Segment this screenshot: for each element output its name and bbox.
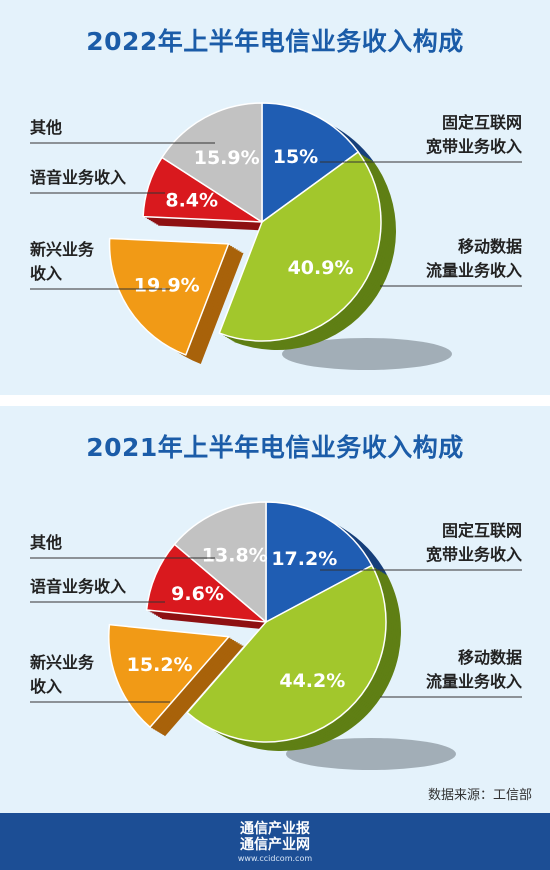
legend-label-right: 移动数据 (458, 237, 522, 256)
chart-title: 2022年上半年电信业务收入构成 (86, 27, 464, 56)
legend-label-left: 新兴业务 (30, 653, 95, 672)
legend-label-right: 固定互联网 (442, 113, 522, 132)
slice-percent-label: 15% (273, 146, 318, 168)
slice-percent-label: 8.4% (165, 190, 218, 212)
legend-label-left: 收入 (30, 264, 62, 283)
chart-panel-2022: 2022年上半年电信业务收入构成 15% 40.9% 19.9% 8.4% 15.9% 其… (0, 0, 550, 395)
slice-percent-label: 19.9% (134, 274, 200, 296)
slice-percent-label: 44.2% (279, 670, 345, 692)
legend-label-right: 移动数据 (458, 648, 522, 667)
pie-slice-other (173, 501, 267, 623)
legend-label-left: 新兴业务 (30, 240, 95, 259)
legend-label-right: 流量业务收入 (426, 672, 522, 691)
slice-percent-label: 15.9% (194, 147, 260, 169)
legend-label-right: 宽带业务收入 (426, 545, 522, 564)
slice-percent-label: 15.2% (127, 654, 193, 676)
pie-slice-mobile-data (218, 151, 382, 342)
footer-bar: 通信产业报 通信产业网 www.ccidcom.com (0, 813, 550, 870)
footer-url: www.ccidcom.com (237, 854, 313, 863)
pie-shadow (282, 338, 452, 370)
slice-percent-label: 13.8% (202, 544, 268, 566)
pie-slice-fixed-broadband (261, 102, 359, 223)
pie-slice-other (161, 102, 263, 223)
slice-percent-label: 17.2% (271, 548, 337, 570)
footer-brand-line2: 通信产业网 (240, 837, 310, 853)
slice-percent-label: 40.9% (288, 257, 354, 279)
pie-slice-emerging (108, 237, 230, 356)
legend-label-left: 其他 (30, 533, 62, 552)
legend-label-left: 其他 (30, 118, 62, 137)
chart-panel-2021: 2021年上半年电信业务收入构成 17.2% 44.2% 15.2% 9.6% 13.8… (0, 406, 550, 813)
footer-brand-line1: 通信产业报 (240, 821, 310, 837)
chart-title: 2021年上半年电信业务收入构成 (86, 433, 464, 462)
legend-label-left: 语音业务收入 (30, 168, 126, 187)
legend-label-right: 固定互联网 (442, 521, 522, 540)
legend-label-right: 流量业务收入 (426, 261, 522, 280)
pie-shadow (286, 738, 456, 770)
legend-label-right: 宽带业务收入 (426, 137, 522, 156)
pie-slice-mobile-data (186, 564, 387, 743)
slice-percent-label: 9.6% (171, 583, 224, 605)
legend-label-left: 语音业务收入 (30, 577, 126, 596)
pie-slice-fixed-broadband (265, 501, 373, 623)
data-source: 数据来源：工信部 (427, 788, 532, 803)
legend-label-left: 收入 (30, 677, 62, 696)
